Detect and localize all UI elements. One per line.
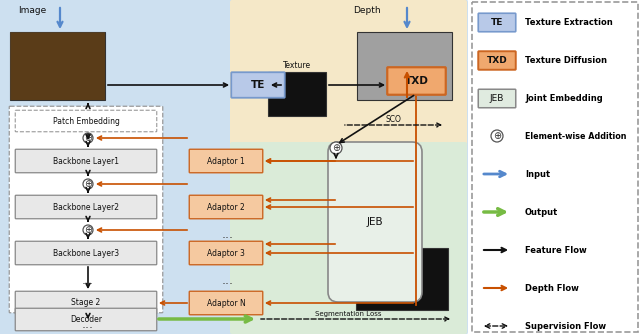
Text: SCO: SCO	[385, 116, 401, 125]
Text: Image: Image	[18, 6, 46, 15]
Text: Depth: Depth	[353, 6, 381, 15]
Text: Supervision Flow: Supervision Flow	[525, 322, 606, 331]
Text: JEB: JEB	[490, 94, 504, 103]
Text: Adaptor 2: Adaptor 2	[207, 202, 245, 211]
Circle shape	[83, 133, 93, 143]
FancyBboxPatch shape	[478, 89, 516, 108]
FancyBboxPatch shape	[478, 51, 516, 70]
Text: Patch Embedding: Patch Embedding	[52, 117, 120, 126]
Circle shape	[83, 179, 93, 189]
FancyBboxPatch shape	[15, 149, 157, 173]
Text: Feature Flow: Feature Flow	[525, 246, 587, 255]
FancyBboxPatch shape	[15, 110, 157, 132]
FancyBboxPatch shape	[15, 308, 157, 331]
FancyBboxPatch shape	[15, 195, 157, 219]
FancyBboxPatch shape	[230, 0, 467, 152]
Text: GT: GT	[397, 274, 407, 283]
Circle shape	[83, 225, 93, 235]
Text: ⊕: ⊕	[84, 179, 92, 189]
Text: Backbone Layer3: Backbone Layer3	[53, 248, 119, 258]
Text: Backbone Layer1: Backbone Layer1	[53, 157, 119, 166]
FancyBboxPatch shape	[189, 241, 263, 265]
FancyBboxPatch shape	[15, 291, 157, 314]
Text: ⊕: ⊕	[332, 143, 340, 153]
Text: ⊕: ⊕	[84, 133, 92, 143]
Text: Stage 2: Stage 2	[72, 298, 100, 307]
Text: ...: ...	[222, 228, 234, 241]
Circle shape	[330, 142, 342, 154]
FancyBboxPatch shape	[230, 142, 467, 334]
Text: ...: ...	[82, 319, 94, 332]
Text: ...: ...	[222, 274, 234, 287]
Text: Decoder: Decoder	[70, 315, 102, 324]
Text: Adaptor N: Adaptor N	[207, 299, 245, 308]
Bar	[10, 32, 105, 100]
Text: Output: Output	[525, 208, 558, 217]
Text: TE: TE	[251, 80, 265, 90]
Text: Joint Embedding: Joint Embedding	[525, 94, 603, 103]
Bar	[10, 32, 105, 100]
Text: Input: Input	[525, 170, 550, 179]
Bar	[357, 32, 452, 100]
FancyBboxPatch shape	[9, 106, 163, 313]
Text: Depth Flow: Depth Flow	[525, 284, 579, 293]
FancyBboxPatch shape	[387, 67, 445, 95]
Text: Segmentation Loss: Segmentation Loss	[315, 311, 381, 317]
Text: Texture Extraction: Texture Extraction	[525, 18, 612, 27]
Bar	[268, 72, 326, 116]
Text: Adaptor 1: Adaptor 1	[207, 157, 245, 166]
Bar	[356, 248, 448, 310]
FancyBboxPatch shape	[472, 2, 638, 332]
Text: ⊕: ⊕	[84, 225, 92, 235]
Circle shape	[491, 130, 503, 142]
FancyBboxPatch shape	[478, 13, 516, 32]
Text: TXD: TXD	[404, 76, 428, 86]
Text: JEB: JEB	[367, 217, 383, 227]
FancyBboxPatch shape	[0, 0, 468, 334]
Text: Adaptor 3: Adaptor 3	[207, 248, 245, 258]
Text: Backbone Layer2: Backbone Layer2	[53, 202, 119, 211]
Text: ⊕: ⊕	[493, 131, 501, 141]
Text: TXD: TXD	[486, 56, 508, 65]
FancyBboxPatch shape	[189, 291, 263, 315]
FancyBboxPatch shape	[189, 149, 263, 173]
Text: ...: ...	[82, 274, 94, 287]
Text: Texture Diffusion: Texture Diffusion	[525, 56, 607, 65]
Text: Element-wise Addition: Element-wise Addition	[525, 132, 627, 141]
FancyBboxPatch shape	[328, 142, 422, 302]
FancyBboxPatch shape	[231, 72, 285, 98]
Text: TE: TE	[491, 18, 503, 27]
FancyBboxPatch shape	[15, 241, 157, 265]
Text: Texture: Texture	[283, 61, 311, 70]
FancyBboxPatch shape	[189, 195, 263, 219]
